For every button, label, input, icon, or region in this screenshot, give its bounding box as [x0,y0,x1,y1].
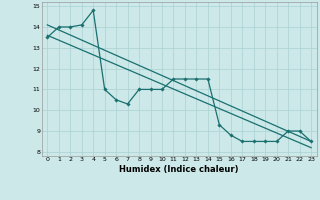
X-axis label: Humidex (Indice chaleur): Humidex (Indice chaleur) [119,165,239,174]
